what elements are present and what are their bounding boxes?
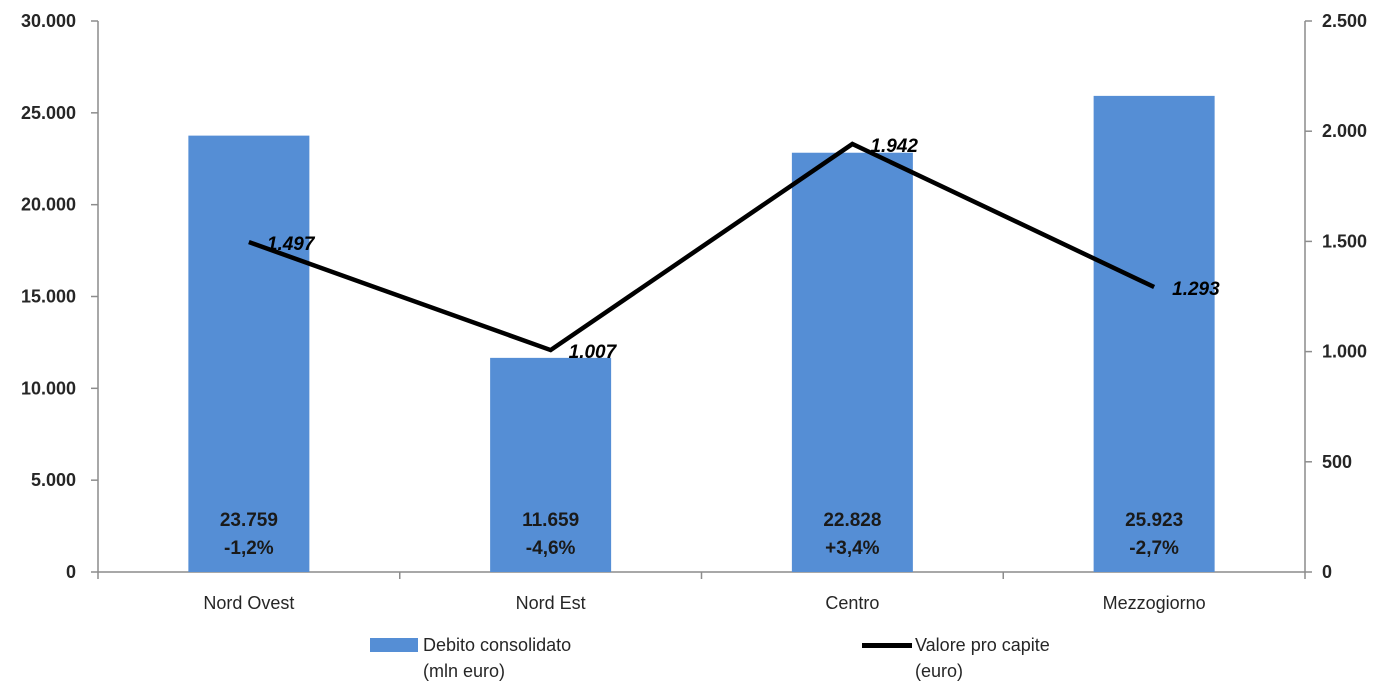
y-left-tick-label: 20.000 [21,195,76,215]
line-path [248,141,1156,353]
bar-change-label: -2,7% [1129,538,1179,559]
y-right-tick-label: 2.500 [1322,11,1367,31]
bar [188,135,310,572]
y-right-tick-label: 0 [1322,562,1332,582]
line-value-label: 1.942 [870,136,918,157]
x-tick-label: Nord Est [516,593,586,613]
x-tick-label: Mezzogiorno [1103,593,1206,613]
bar-value-label: 11.659 [522,510,579,531]
y-left-tick-label: 5.000 [31,470,76,490]
y-right-tick-label: 1.000 [1322,342,1367,362]
bars [188,95,1215,573]
y-right-tick-label: 1.500 [1322,231,1367,251]
bar-value-label: 25.923 [1125,510,1183,531]
legend-bar-line1: Debito consolidato [423,635,572,655]
y-left-tick-label: 0 [66,562,76,582]
legend: Debito consolidato (mln euro) Valore pro… [0,632,1386,682]
line-value-label: 1.497 [267,234,316,255]
y-left-tick-label: 15.000 [21,287,76,307]
legend-bar-line2: (mln euro) [423,661,506,681]
y-right-tick-label: 500 [1322,452,1352,472]
line-value-label: 1.007 [569,342,618,363]
data-labels: 23.759 -1,2% 11.659 -4,6% 22.828 +3,4% 25.923 -… [220,136,1220,559]
bar-change-label: -1,2% [224,538,274,559]
chart: 0 5.000 10.000 15.000 20.000 25.000 30.000 0 500… [21,11,1367,613]
bar-value-label: 23.759 [220,510,278,531]
bar-change-label: +3,4% [825,538,880,559]
x-tick-label: Nord Ovest [203,593,294,613]
legend-bar-swatch [370,638,418,652]
line-value-label: 1.293 [1172,279,1220,300]
legend-line-line2: (euro) [915,661,964,681]
bar [791,152,913,572]
x-tick-label: Centro [825,593,879,613]
bar-change-label: -4,6% [526,538,576,559]
line-series [248,141,1156,353]
y-left-tick-label: 30.000 [21,11,76,31]
y-left-tick-label: 25.000 [21,103,76,123]
bar-value-label: 22.828 [823,510,881,531]
legend-line-line1: Valore pro capite [915,635,1050,655]
bar [490,357,612,572]
y-left-tick-label: 10.000 [21,378,76,398]
bar [1093,95,1215,573]
legend-line-swatch [862,643,912,648]
y-right-tick-label: 2.000 [1322,121,1367,141]
